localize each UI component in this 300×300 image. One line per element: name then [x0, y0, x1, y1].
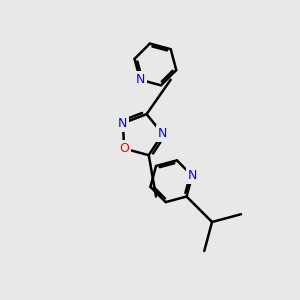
Text: O: O: [119, 142, 129, 155]
Text: N: N: [135, 73, 145, 86]
Text: N: N: [118, 117, 128, 130]
Text: N: N: [158, 128, 167, 140]
Text: N: N: [188, 169, 197, 182]
